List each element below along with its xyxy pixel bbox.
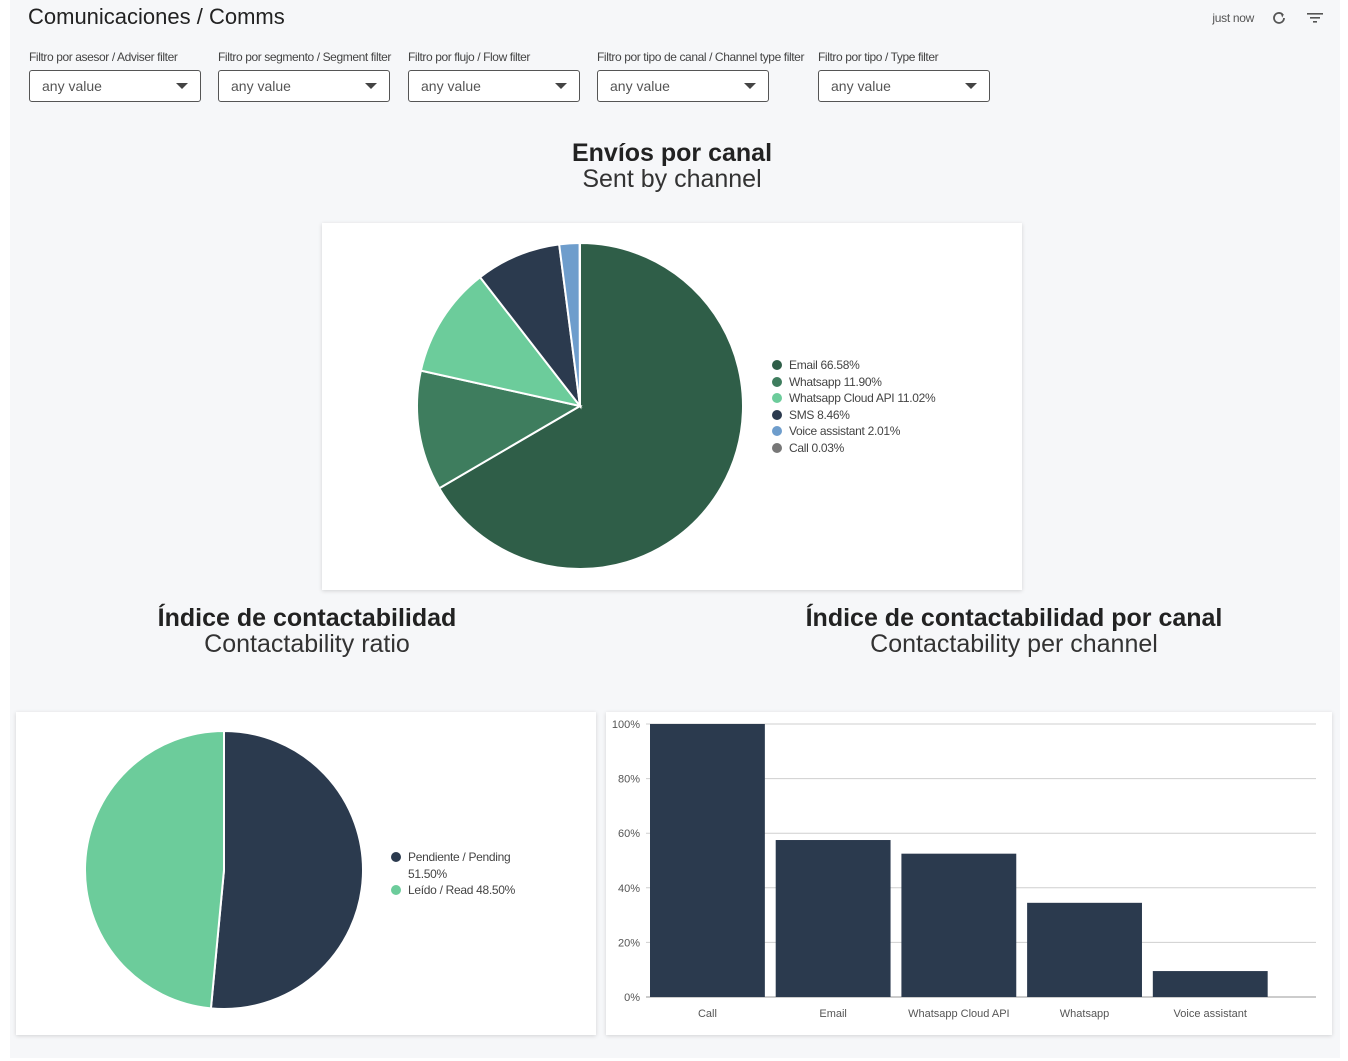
legend-item-whatsapp-cloud-api[interactable]: Whatsapp Cloud API 11.02% [772, 390, 936, 407]
legend-label: Leído / Read 48.50% [408, 883, 516, 898]
legend-swatch [772, 376, 782, 387]
adviser-filter-label: Filtro por asesor / Adviser filter [29, 50, 178, 64]
bar-call[interactable] [650, 724, 765, 997]
x-tick-label: Whatsapp Cloud API [908, 1008, 1010, 1020]
legend-item-pendiente-pending[interactable]: Pendiente / Pending 51.50% [391, 849, 521, 882]
x-tick-label: Whatsapp [1060, 1008, 1110, 1020]
chevron-down-icon [744, 83, 756, 89]
contactability-ratio-heading: Índice de contactabilidad Contactability… [107, 605, 507, 658]
bar-voice-assistant[interactable] [1152, 971, 1268, 997]
pie-slice-whatsapp-cloud-api[interactable] [419, 275, 583, 408]
contactability-per-channel-bar-chart: 0% 20% 40% 60% 80% 100% Call Email Whatsapp Clou… [612, 719, 1316, 1020]
sent-by-channel-legend: Email 66.58% Whatsapp 11.90% Whatsapp Clou… [772, 357, 936, 457]
legend-label: Email 66.58% [789, 358, 860, 372]
contactability-ratio-subtitle: Contactability ratio [204, 630, 410, 659]
legend-label: Whatsapp 11.90% [789, 374, 882, 389]
legend-item-sms[interactable]: SMS 8.46% [772, 407, 935, 424]
legend-label: Voice assistant 2.01% [789, 424, 901, 439]
bar-email[interactable] [775, 840, 891, 997]
bar-whatsapp[interactable] [1027, 902, 1142, 997]
y-tick-label: 60% [618, 828, 640, 840]
bar-whatsapp-cloud-api[interactable] [901, 853, 1017, 997]
segment-filter: Filtro por segmento / Segment filter any… [218, 50, 391, 102]
chevron-down-icon [176, 83, 188, 89]
legend-swatch [772, 393, 782, 404]
contactability-per-channel-subtitle: Contactability per channel [870, 630, 1158, 659]
flow-filter-label: Filtro por flujo / Flow filter [408, 50, 531, 64]
segment-filter-select[interactable]: any value [218, 70, 390, 102]
contactability-per-channel-title: Índice de contactabilidad por canal [805, 604, 1223, 632]
channel-type-filter-select[interactable]: any value [597, 70, 769, 102]
y-tick-label: 0% [624, 992, 640, 1004]
x-tick-label: Email [819, 1008, 847, 1020]
chevron-down-icon [965, 83, 977, 89]
sent-by-channel-title: Envíos por canal [571, 139, 773, 167]
y-tick-label: 20% [618, 937, 640, 949]
flow-filter-select[interactable]: any value [408, 70, 580, 102]
legend-label: Call 0.03% [789, 440, 845, 455]
y-tick-label: 40% [618, 883, 640, 895]
legend-label: Whatsapp Cloud API 11.02% [789, 391, 936, 406]
flow-filter-value: any value [421, 78, 481, 94]
sent-by-channel-heading: Envíos por canal Sent by channel [472, 140, 872, 193]
pie-slice-email[interactable] [437, 241, 744, 570]
pie-slice-pendiente-pending[interactable] [209, 729, 364, 1010]
y-tick-label: 80% [618, 774, 640, 786]
legend-swatch [772, 360, 782, 370]
legend-swatch [772, 442, 782, 453]
legend-item-email[interactable]: Email 66.58% [772, 357, 935, 374]
contactability-ratio-pie [84, 729, 364, 1010]
type-filter-label: Filtro por tipo / Type filter [818, 50, 939, 64]
contactability-ratio-title: Índice de contactabilidad [157, 604, 457, 632]
channel-type-filter: Filtro por tipo de canal / Channel type … [597, 50, 804, 102]
sent-by-channel-pie [416, 241, 744, 570]
legend-swatch [772, 426, 782, 437]
sent-by-channel-subtitle: Sent by channel [582, 165, 762, 194]
last-updated-text: just now [1212, 11, 1254, 25]
filter-list-icon[interactable] [1304, 8, 1326, 28]
segment-filter-label: Filtro por segmento / Segment filter [218, 50, 392, 64]
legend-label: SMS 8.46% [789, 407, 850, 422]
pie-slice-sms[interactable] [478, 243, 582, 410]
chevron-down-icon [555, 83, 567, 89]
channel-type-filter-value: any value [610, 78, 670, 94]
chevron-down-icon [365, 83, 377, 89]
header-tools: just now [1212, 8, 1326, 28]
legend-item-voice-assistant[interactable]: Voice assistant 2.01% [772, 423, 935, 440]
sent-by-channel-card: Email 66.58% Whatsapp 11.90% Whatsapp Clou… [322, 223, 1022, 590]
pie-slice-le-do-read[interactable] [84, 729, 225, 1010]
type-filter: Filtro por tipo / Type filter any value [818, 50, 990, 102]
adviser-filter: Filtro por asesor / Adviser filter any v… [29, 50, 201, 102]
contactability-ratio-card: Pendiente / Pending 51.50% Leído / Read 4… [16, 712, 596, 1035]
legend-swatch [772, 409, 782, 420]
contactability-per-channel-heading: Índice de contactabilidad por canal Cont… [764, 605, 1264, 658]
x-tick-label: Call [698, 1008, 717, 1020]
legend-item-le-do-read[interactable]: Leído / Read 48.50% [391, 882, 521, 899]
channel-type-filter-label: Filtro por tipo de canal / Channel type … [597, 50, 805, 64]
legend-swatch [391, 852, 401, 862]
contactability-per-channel-card: 0% 20% 40% 60% 80% 100% Call Email Whatsapp Clou… [606, 712, 1332, 1035]
segment-filter-value: any value [231, 78, 291, 94]
adviser-filter-select[interactable]: any value [29, 70, 201, 102]
legend-item-whatsapp[interactable]: Whatsapp 11.90% [772, 374, 935, 391]
type-filter-select[interactable]: any value [818, 70, 990, 102]
page-title: Comunicaciones / Comms [28, 4, 285, 29]
legend-swatch [391, 885, 401, 896]
flow-filter: Filtro por flujo / Flow filter any value [408, 50, 580, 102]
legend-item-call[interactable]: Call 0.03% [772, 440, 935, 457]
refresh-icon[interactable] [1268, 8, 1290, 28]
legend-label: Pendiente / Pending 51.50% [408, 850, 511, 881]
x-tick-label: Voice assistant [1174, 1008, 1247, 1020]
type-filter-value: any value [831, 78, 891, 94]
y-tick-label: 100% [612, 719, 640, 731]
adviser-filter-value: any value [42, 78, 102, 94]
contactability-ratio-legend: Pendiente / Pending 51.50% Leído / Read 4… [391, 849, 521, 899]
pie-slice-whatsapp[interactable] [416, 369, 583, 490]
